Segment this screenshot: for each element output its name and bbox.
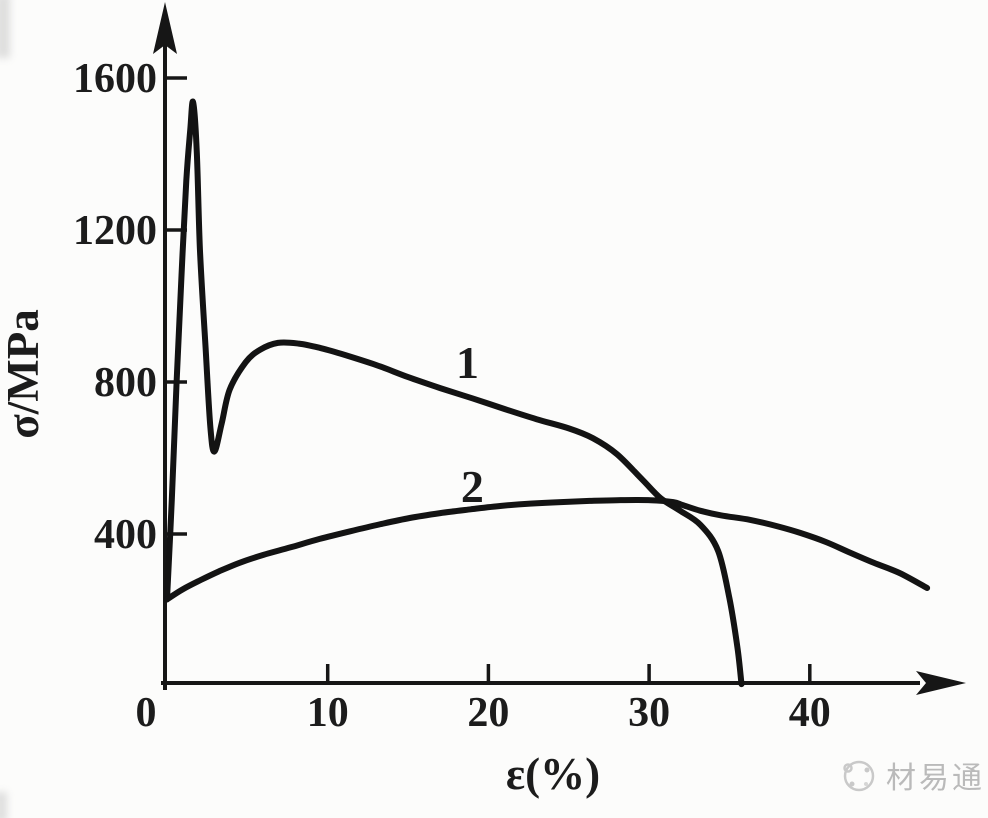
- x-tick-label: 20: [467, 690, 509, 736]
- x-tick-label: 0: [136, 690, 157, 736]
- curve-1: [164, 98, 745, 688]
- x-tick-label: 10: [307, 690, 349, 736]
- y-tick-label: 800: [94, 360, 157, 406]
- watermark: 材易通: [843, 760, 985, 796]
- x-axis-arrow-icon: [916, 671, 966, 695]
- axes: [153, 2, 966, 695]
- curves: [164, 98, 931, 688]
- x-axis-title: ε(%): [506, 749, 600, 799]
- y-axis-arrow-icon: [153, 2, 177, 54]
- y-tick-label: 400: [94, 512, 157, 558]
- tick-marks: [165, 76, 812, 683]
- curve-1-label: 1: [456, 337, 479, 388]
- y-tick-label: 1600: [73, 56, 157, 102]
- x-tick-label: 40: [789, 690, 831, 736]
- gear-icon: [843, 760, 875, 792]
- x-tick-label: 30: [628, 690, 670, 736]
- y-tick-label: 1200: [73, 208, 157, 254]
- curve-labels: 12: [456, 337, 484, 512]
- y-axis-title: σ/MPa: [0, 309, 48, 438]
- curve-2: [164, 497, 931, 603]
- curve-2-label: 2: [461, 461, 484, 512]
- tick-labels: 0 10 20 30 40 400 800 1200 1600: [73, 56, 831, 736]
- watermark-text: 材易通: [886, 761, 985, 796]
